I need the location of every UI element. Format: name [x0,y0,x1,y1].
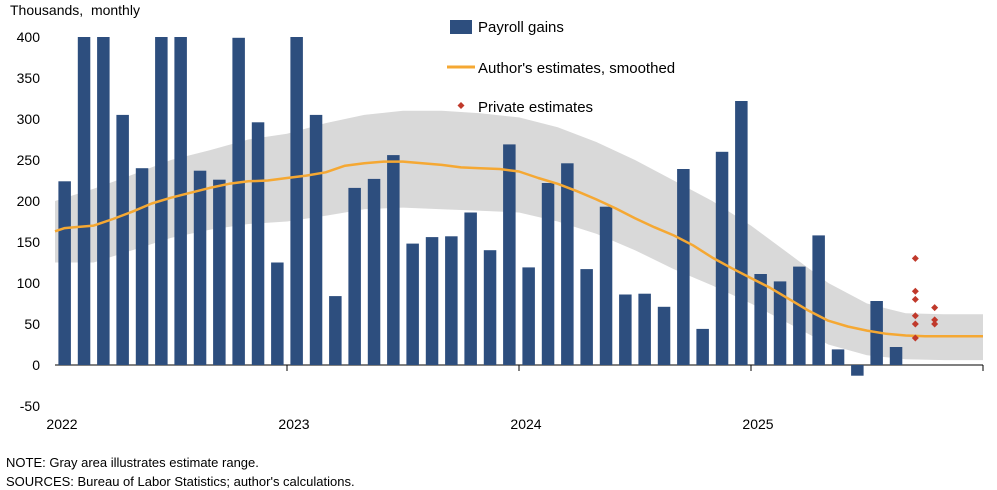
x-tick-label: 2025 [742,416,773,432]
payroll-bar [58,181,71,365]
y-tick-label: 100 [17,275,41,291]
payroll-bar [542,183,555,365]
x-tick-label: 2024 [510,416,541,432]
footnote-sources: SOURCES: Bureau of Labor Statistics; aut… [6,474,355,489]
payroll-bar [484,250,497,365]
payroll-bar [561,163,574,365]
legend: Payroll gains Author's estimates, smoothe… [447,19,675,116]
payroll-bar [116,115,128,365]
legend-label-estimate: Author's estimates, smoothed [478,60,675,77]
payroll-bar [677,169,690,365]
payroll-bar [890,347,903,365]
y-tick-label: -50 [20,398,40,414]
payroll-bar [329,296,342,365]
y-tick-label: 350 [17,70,41,86]
payroll-bar [619,295,632,366]
payroll-chart: -50 0 50 100 150 200 250 300 350 400 2022 2023 2024 2… [0,0,997,490]
payroll-bar [348,188,361,365]
payroll-bar [194,171,207,365]
y-tick-label: 250 [17,152,41,168]
y-tick-label: 0 [32,357,40,373]
payroll-bar [851,365,864,376]
payroll-bar [174,37,187,365]
x-tick-label: 2022 [46,416,77,432]
payroll-bar [232,38,245,365]
legend-swatch-private [458,102,465,109]
payroll-bar [638,294,651,365]
payroll-bar [271,263,284,366]
payroll-bar [97,37,110,365]
payroll-bar [406,244,419,365]
payroll-bar [522,267,535,365]
y-tick-label: 300 [17,111,41,127]
payroll-bar [812,235,825,365]
legend-swatch-payroll [450,20,472,34]
payroll-bar [426,237,439,365]
payroll-bar [793,267,806,365]
payroll-bar [136,168,149,365]
payroll-bar [754,274,767,365]
y-tick-label: 50 [24,316,40,332]
private-estimate-point [912,288,919,295]
payroll-bar [658,307,671,365]
y-tick-label: 200 [17,193,41,209]
payroll-bar [503,144,515,365]
footnote-note: NOTE: Gray area illustrates estimate ran… [6,455,259,470]
payroll-bar [252,122,264,365]
payroll-bar [445,236,458,365]
payroll-bar [78,37,91,365]
payroll-bar [600,207,613,365]
payroll-bar [735,101,748,365]
y-tick-label: 150 [17,234,41,250]
y-tick-label: 400 [17,29,41,45]
private-estimate-point [931,304,938,311]
legend-label-payroll: Payroll gains [478,19,564,36]
private-estimate-point [912,255,919,262]
payroll-bar [213,180,226,365]
payroll-bar [310,115,323,365]
x-tick-label: 2023 [278,416,309,432]
payroll-bar [464,213,477,366]
payroll-bar [696,329,709,365]
payroll-bar [580,269,593,365]
payroll-bar [368,179,381,365]
payroll-bar [290,37,303,365]
payroll-bar [387,155,400,365]
payroll-bar [832,349,845,365]
private-estimate-point [912,296,919,303]
legend-label-private: Private estimates [478,99,593,116]
payroll-bar [716,152,729,365]
